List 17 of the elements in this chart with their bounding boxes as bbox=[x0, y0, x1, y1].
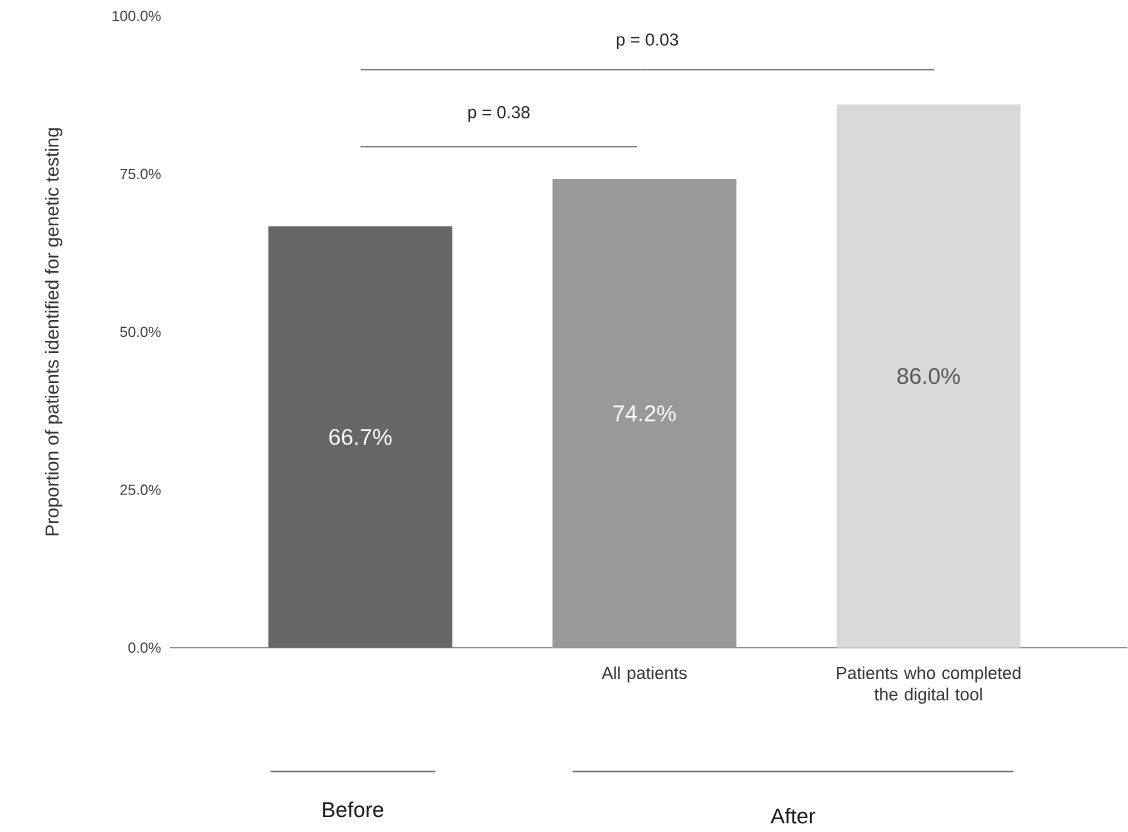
x-tick-label: Patients who completed the digital tool bbox=[837, 666, 1021, 705]
y-tick-label: 75.0% bbox=[120, 168, 161, 180]
annotation: p = 0.38 bbox=[468, 106, 530, 122]
text: Before bbox=[323, 801, 384, 818]
y-tick-label: 0.0% bbox=[128, 642, 161, 654]
annotation: p = 0.03 bbox=[616, 33, 679, 50]
y-tick-label: 25.0% bbox=[120, 484, 161, 496]
bar bbox=[552, 179, 737, 648]
data-label: 86.0% bbox=[897, 368, 960, 385]
x-tick-label: All patients bbox=[601, 666, 687, 683]
data-label: 66.7% bbox=[329, 429, 392, 446]
y-tick-label: 50.0% bbox=[120, 326, 161, 338]
text: After bbox=[770, 808, 816, 824]
y-axis-title: Proportion of patients identified for genetic testing bbox=[44, 128, 63, 536]
data-label: 74.2% bbox=[613, 405, 676, 422]
y-tick-label: 100.0% bbox=[112, 11, 161, 22]
bar bbox=[836, 104, 1021, 648]
